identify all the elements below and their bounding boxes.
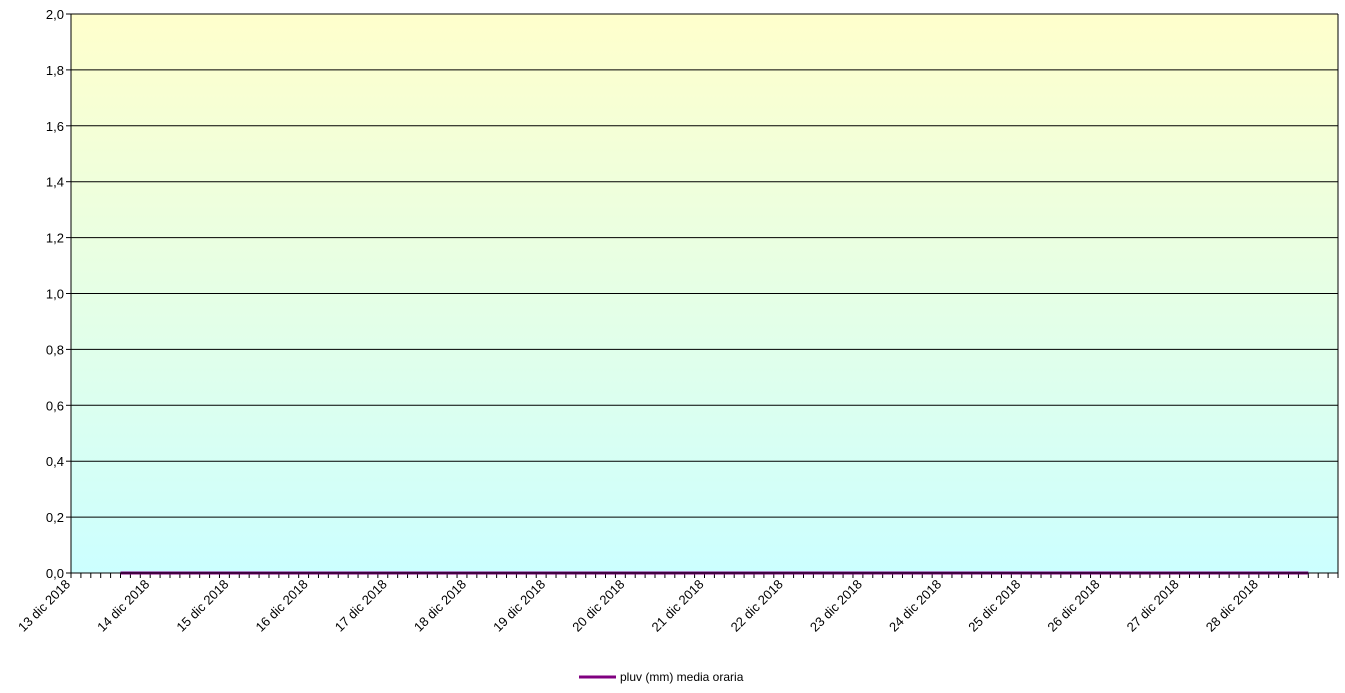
- x-tick-label: 25 dic 2018: [965, 577, 1023, 635]
- x-tick-label: 14 dic 2018: [94, 577, 152, 635]
- y-tick-label: 0,6: [46, 398, 64, 413]
- x-tick-label: 24 dic 2018: [886, 577, 944, 635]
- x-tick-label: 13 dic 2018: [15, 577, 73, 635]
- y-tick-label: 0,4: [46, 454, 64, 469]
- x-tick-label: 16 dic 2018: [253, 577, 311, 635]
- x-tick-label: 21 dic 2018: [648, 577, 706, 635]
- y-tick-labels: 0,00,20,40,60,81,01,21,41,61,82,0: [46, 7, 71, 581]
- x-tick-label: 27 dic 2018: [1124, 577, 1182, 635]
- y-tick-label: 1,8: [46, 63, 64, 78]
- y-tick-label: 1,2: [46, 231, 64, 246]
- x-tick-label: 23 dic 2018: [807, 577, 865, 635]
- x-tick-label: 18 dic 2018: [411, 577, 469, 635]
- y-tick-label: 1,0: [46, 287, 64, 302]
- x-tick-label: 26 dic 2018: [1044, 577, 1102, 635]
- legend-label-pluv: pluv (mm) media oraria: [620, 670, 744, 684]
- x-tick-label: 20 dic 2018: [569, 577, 627, 635]
- x-tick-label: 15 dic 2018: [173, 577, 231, 635]
- y-tick-label: 2,0: [46, 7, 64, 22]
- x-tick-label: 22 dic 2018: [728, 577, 786, 635]
- x-tick-label: 28 dic 2018: [1203, 577, 1261, 635]
- y-tick-label: 0,2: [46, 510, 64, 525]
- y-tick-label: 1,6: [46, 119, 64, 134]
- x-tick-label: 19 dic 2018: [490, 577, 548, 635]
- legend: pluv (mm) media oraria: [579, 670, 744, 684]
- x-tick-label: 17 dic 2018: [332, 577, 390, 635]
- x-tick-labels: 13 dic 2018 14 dic 2018 15 dic 2018 16 dic …: [15, 577, 1261, 635]
- y-tick-label: 0,8: [46, 342, 64, 357]
- y-tick-label: 1,4: [46, 175, 64, 190]
